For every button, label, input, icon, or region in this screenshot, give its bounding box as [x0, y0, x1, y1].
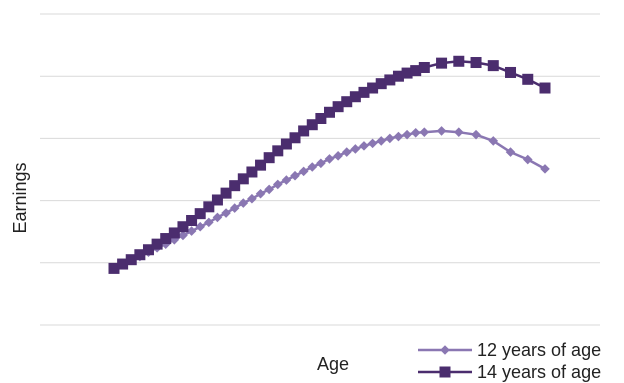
data-point [186, 226, 197, 236]
data-point [453, 55, 465, 67]
data-point [220, 187, 232, 199]
legend-label: 14 years of age [477, 362, 601, 382]
data-point [410, 128, 421, 138]
data-point [195, 221, 205, 232]
data-point [393, 131, 404, 142]
y-axis-title: Earnings [10, 162, 30, 233]
data-point [333, 151, 343, 161]
data-point [332, 101, 344, 113]
legend-marker [439, 366, 451, 378]
data-point [142, 244, 154, 256]
legend-label: 12 years of age [477, 340, 601, 360]
data-point [298, 166, 309, 177]
series-2 [108, 55, 551, 274]
data-point [316, 158, 326, 169]
data-point [238, 198, 249, 208]
data-point [376, 136, 387, 146]
data-point [341, 147, 352, 157]
data-point [385, 133, 395, 144]
data-point [246, 166, 258, 178]
data-point [117, 258, 129, 270]
data-point [315, 112, 327, 124]
data-point [487, 60, 499, 72]
data-point [359, 141, 369, 151]
data-point [505, 147, 516, 157]
data-point [367, 138, 378, 149]
data-point [204, 217, 214, 228]
legend-entry: 14 years of age [418, 362, 601, 382]
data-point [247, 193, 257, 204]
data-point [402, 129, 412, 140]
data-point [539, 82, 551, 94]
data-point [168, 227, 180, 239]
data-point [178, 230, 188, 241]
data-point [264, 184, 274, 195]
data-point [522, 154, 533, 165]
data-point [392, 70, 404, 82]
data-point [306, 119, 318, 131]
legend-marker [440, 345, 450, 355]
data-point [375, 78, 387, 90]
data-point [160, 233, 172, 245]
data-point [341, 96, 353, 108]
data-point [419, 127, 430, 137]
data-point [212, 212, 223, 223]
data-point [186, 215, 198, 227]
data-point [384, 74, 396, 86]
data-point [108, 262, 120, 274]
data-point [280, 138, 292, 150]
series-line [113, 129, 546, 270]
data-point [367, 82, 379, 94]
data-point [540, 164, 550, 174]
data-point [194, 208, 206, 220]
data-point [418, 61, 430, 73]
data-point [125, 254, 137, 266]
data-point [298, 125, 310, 137]
data-point [488, 136, 499, 146]
data-point [436, 126, 447, 136]
data-point [522, 73, 534, 85]
data-point [401, 67, 413, 79]
gridlines [40, 13, 600, 326]
series-layer [108, 55, 551, 274]
data-point [324, 154, 335, 164]
data-point [221, 208, 231, 218]
data-point [505, 66, 517, 78]
data-point [471, 129, 481, 140]
data-point [307, 162, 318, 172]
data-point [454, 127, 464, 137]
data-point [289, 132, 301, 144]
data-point [349, 91, 361, 103]
data-point [358, 86, 370, 98]
x-axis-title: Age [317, 354, 349, 374]
data-point [436, 57, 448, 69]
data-point [255, 159, 267, 171]
data-point [151, 238, 163, 250]
data-point [229, 180, 241, 192]
data-point [134, 249, 146, 261]
data-point [203, 201, 215, 213]
data-point [272, 145, 284, 157]
data-point [350, 144, 361, 154]
data-point [263, 152, 275, 164]
legend-entry: 12 years of age [418, 340, 601, 360]
series-1 [109, 126, 550, 274]
data-point [410, 65, 422, 77]
data-point [324, 106, 335, 118]
data-point [229, 203, 240, 213]
data-point [177, 221, 189, 233]
data-point [470, 57, 482, 69]
data-point [290, 170, 300, 181]
data-point [255, 188, 266, 199]
data-point [211, 194, 223, 206]
data-point [237, 173, 249, 185]
data-point [281, 175, 292, 185]
data-point [272, 179, 283, 190]
